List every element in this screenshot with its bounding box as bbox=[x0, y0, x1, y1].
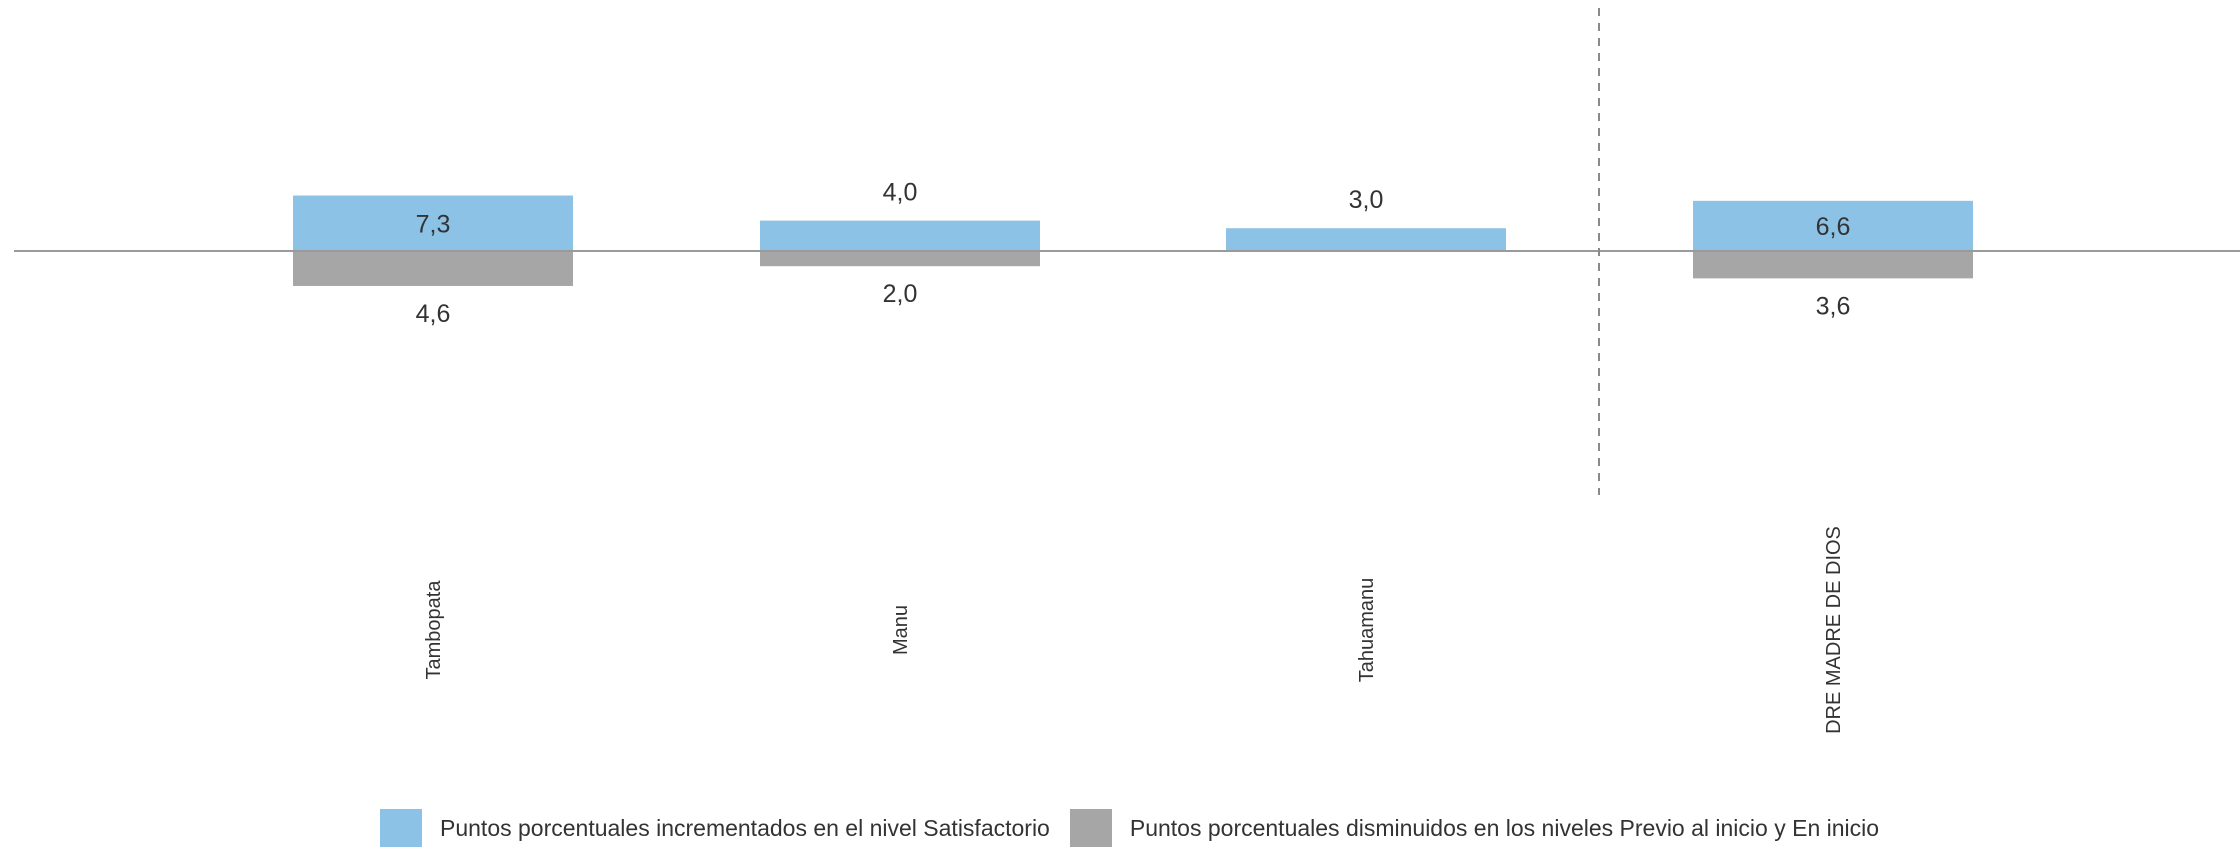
diverging-bar-chart: 7,3 4,6 Tambopata 4,0 2,0 Manu 3,0 Tahuamanu 6,6… bbox=[14, 8, 2240, 734]
legend-swatch-decrease bbox=[1069, 809, 1112, 847]
legend-item-decrease: Puntos porcentuales disminuidos en los n… bbox=[1069, 809, 1880, 847]
bars-layer bbox=[293, 195, 1973, 286]
legend-label-decrease: Puntos porcentuales disminuidos en los n… bbox=[1129, 814, 1880, 841]
category-label-tahuamanu: Tahuamanu bbox=[1356, 578, 1378, 683]
value-label-decrease-dre-madre-de-dios: 3,6 bbox=[1816, 292, 1851, 320]
bar-increase-tahuamanu bbox=[1226, 228, 1506, 251]
bar-decrease-tambopata bbox=[293, 251, 573, 286]
legend-label-increase: Puntos porcentuales incrementados en el … bbox=[440, 814, 1050, 841]
bar-increase-manu bbox=[760, 220, 1040, 251]
value-label-decrease-manu: 2,0 bbox=[883, 280, 918, 308]
category-label-tambopata: Tambopata bbox=[423, 580, 445, 680]
category-label-dre-madre-de-dios: DRE MADRE DE DIOS bbox=[1823, 526, 1845, 734]
value-label-decrease-tambopata: 4,6 bbox=[416, 300, 451, 328]
legend: Puntos porcentuales incrementados en el … bbox=[380, 808, 1899, 848]
bar-decrease-manu bbox=[760, 251, 1040, 267]
value-label-increase-manu: 4,0 bbox=[883, 179, 918, 207]
bar-increase-dre-madre-de-dios bbox=[1693, 200, 1973, 251]
legend-swatch-increase bbox=[380, 809, 422, 847]
category-label-manu: Manu bbox=[890, 605, 912, 655]
value-label-increase-tambopata: 7,3 bbox=[416, 210, 451, 238]
bar-increase-tambopata bbox=[293, 195, 573, 251]
legend-item-increase: Puntos porcentuales incrementados en el … bbox=[380, 809, 1050, 847]
value-label-increase-dre-madre-de-dios: 6,6 bbox=[1816, 213, 1851, 241]
value-label-increase-tahuamanu: 3,0 bbox=[1349, 186, 1384, 214]
labels-layer: 7,3 4,6 Tambopata 4,0 2,0 Manu 3,0 Tahuamanu 6,6… bbox=[416, 179, 1851, 734]
bar-decrease-dre-madre-de-dios bbox=[1693, 251, 1973, 279]
